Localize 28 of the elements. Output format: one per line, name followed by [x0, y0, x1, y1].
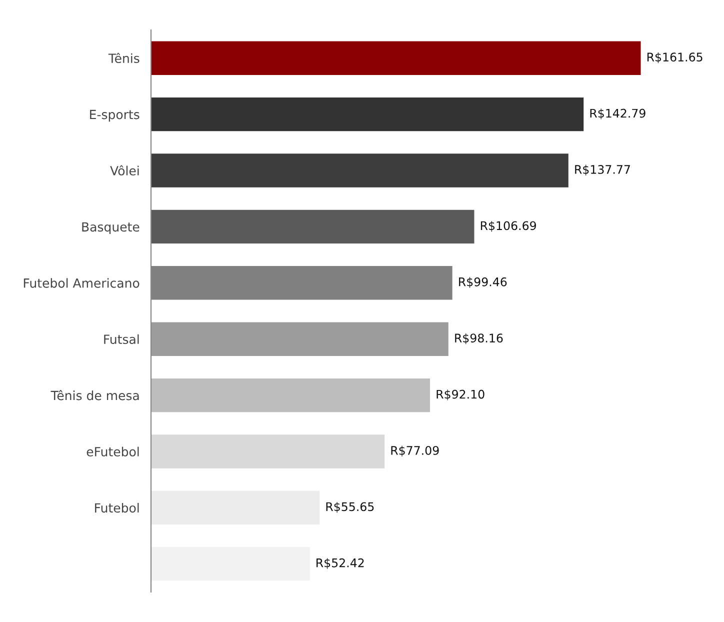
data-label: R$142.79: [590, 108, 646, 120]
data-label: R$92.10: [436, 390, 484, 400]
y-tick-label: E-sports: [90, 110, 140, 122]
y-tick-label: Futebol: [95, 502, 139, 513]
data-label: R$52.42: [316, 558, 364, 569]
data-label: R$99.46: [459, 277, 507, 288]
y-tick-label: eFutebol: [86, 446, 139, 456]
bar: [151, 547, 310, 581]
bar: [151, 490, 320, 525]
y-tick-label: Futebol Americano: [24, 278, 140, 288]
data-label: R$98.16: [455, 333, 503, 344]
data-label: R$161.65: [647, 52, 702, 64]
y-tick-label: Tênis de mesa: [50, 390, 139, 400]
y-tick-label: Basquete: [82, 222, 140, 234]
data-label: R$106.69: [480, 220, 536, 232]
y-tick-label: Vôlei: [110, 165, 139, 176]
bar: [151, 41, 641, 75]
data-label: R$137.77: [575, 164, 630, 176]
bar: [151, 97, 584, 132]
data-label: R$55.65: [326, 502, 374, 513]
bar: [151, 322, 448, 356]
y-tick-label: Tênis: [108, 52, 140, 64]
bar: [151, 434, 385, 468]
y-tick-label: Futsal: [104, 334, 139, 344]
bar: [151, 210, 474, 244]
bar: [151, 378, 430, 412]
bar: [151, 154, 568, 188]
data-label: R$77.09: [391, 446, 439, 456]
